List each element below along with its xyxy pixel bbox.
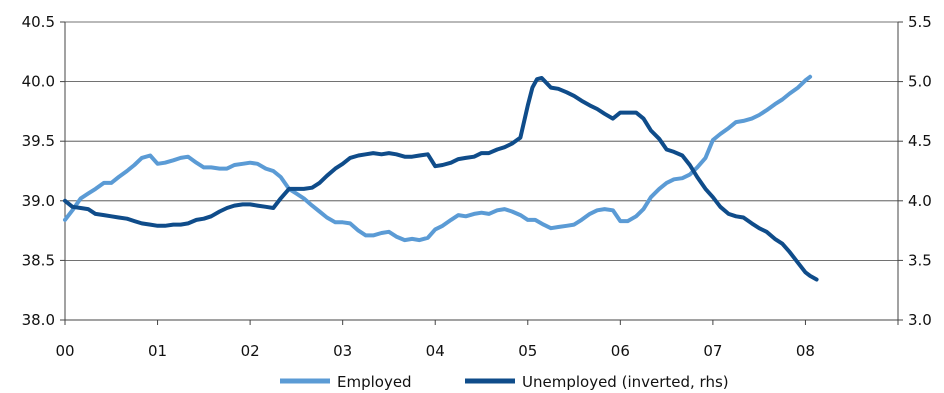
x-tick-label: 06	[611, 342, 630, 360]
x-tick-label: 07	[703, 342, 722, 360]
x-tick-label: 05	[518, 342, 537, 360]
right-tick-label: 3.5	[908, 251, 932, 269]
series-lines	[63, 74, 819, 282]
series-line-unemployed	[63, 76, 819, 282]
legend-label: Employed	[337, 373, 412, 391]
right-tick-label: 5.0	[908, 73, 932, 91]
left-tick-label: 38.5	[22, 251, 55, 269]
right-tick-label: 4.5	[908, 132, 932, 150]
x-tick-label: 02	[241, 342, 260, 360]
grid-lines	[65, 21, 898, 261]
left-axis-ticks: 38.0 38.5 39.0 39.5 40.0 40.5	[22, 13, 65, 329]
left-tick-label: 39.0	[22, 192, 55, 210]
right-tick-label: 5.5	[908, 13, 932, 31]
axes	[64, 22, 899, 321]
left-tick-label: 39.5	[22, 132, 55, 150]
x-tick-label: 01	[148, 342, 167, 360]
x-tick-label: 08	[796, 342, 815, 360]
x-tick-label: 00	[55, 342, 74, 360]
x-tick-label: 04	[426, 342, 445, 360]
right-tick-label: 3.0	[908, 311, 932, 329]
x-axis-ticks: 00 01 02 03 04 05 06 07 08	[55, 320, 899, 360]
series-line-employed	[63, 74, 813, 243]
x-tick-label: 03	[333, 342, 352, 360]
left-tick-label: 40.5	[22, 13, 55, 31]
right-tick-label: 4.0	[908, 192, 932, 210]
legend: Employed Unemployed (inverted, rhs)	[280, 373, 729, 391]
legend-label: Unemployed (inverted, rhs)	[522, 373, 729, 391]
left-tick-label: 40.0	[22, 73, 55, 91]
right-axis-ticks: 3.0 3.5 4.0 4.5 5.0 5.5	[898, 13, 932, 329]
left-tick-label: 38.0	[22, 311, 55, 329]
